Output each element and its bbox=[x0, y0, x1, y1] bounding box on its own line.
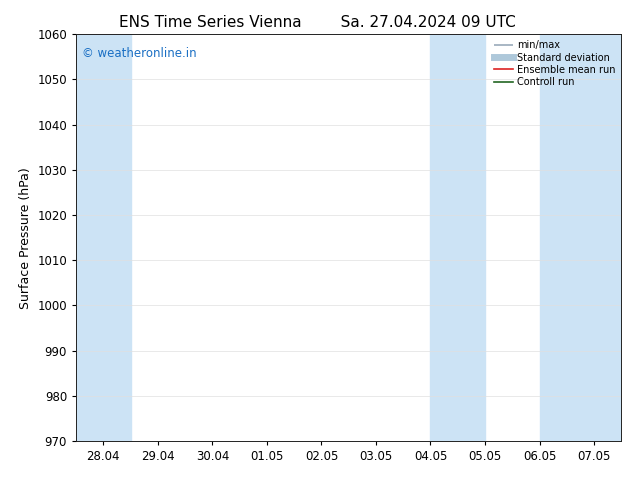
Text: © weatheronline.in: © weatheronline.in bbox=[82, 47, 196, 59]
Bar bbox=[540, 34, 621, 441]
Legend: min/max, Standard deviation, Ensemble mean run, Controll run: min/max, Standard deviation, Ensemble me… bbox=[489, 36, 619, 91]
Y-axis label: Surface Pressure (hPa): Surface Pressure (hPa) bbox=[19, 167, 32, 309]
Text: ENS Time Series Vienna        Sa. 27.04.2024 09 UTC: ENS Time Series Vienna Sa. 27.04.2024 09… bbox=[119, 15, 515, 30]
Bar bbox=[430, 34, 485, 441]
Bar bbox=[76, 34, 131, 441]
